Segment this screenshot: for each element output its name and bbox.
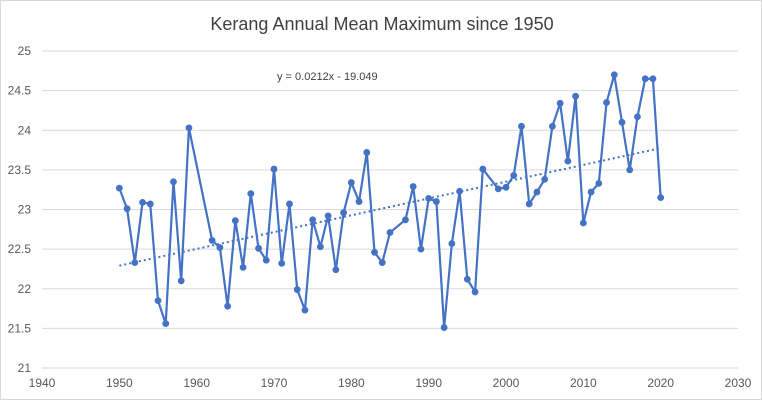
data-point [216, 244, 224, 251]
x-tick-label: 1960 [183, 376, 210, 390]
data-point [641, 75, 649, 83]
y-tick-label: 25 [18, 44, 32, 58]
data-point [162, 320, 170, 328]
y-tick-label: 21.5 [8, 321, 32, 335]
data-point [231, 217, 239, 224]
x-tick-label: 2010 [570, 376, 597, 390]
trendline-path [119, 147, 661, 267]
data-point [541, 175, 549, 183]
data-point [510, 172, 518, 179]
data-point [610, 71, 618, 79]
data-point [224, 302, 232, 310]
data-point [525, 200, 533, 208]
trendline-equation: y = 0.0212x - 19.049 [277, 71, 378, 83]
data-point [533, 188, 541, 196]
data-point [363, 149, 371, 156]
data-point [208, 237, 216, 244]
data-point [556, 99, 564, 107]
data-point [494, 185, 502, 193]
y-tick-label: 24.5 [8, 84, 32, 98]
data-point [154, 297, 162, 305]
data-point [378, 259, 386, 266]
data-point [146, 200, 154, 208]
x-tick-label: 1950 [106, 376, 133, 390]
data-point [502, 183, 510, 191]
data-point [409, 183, 417, 190]
data-point [262, 256, 270, 264]
y-tick-label: 24 [18, 123, 32, 137]
data-point [123, 205, 131, 213]
data-point [448, 240, 456, 247]
data-point [649, 75, 657, 83]
data-point [463, 275, 471, 283]
data-point [317, 243, 324, 251]
data-point [309, 216, 317, 224]
data-point [564, 157, 572, 165]
y-tick-label: 22 [18, 282, 32, 296]
data-point [456, 187, 463, 195]
gridlines [42, 50, 738, 369]
data-point [170, 178, 177, 186]
x-tick-label: 2030 [725, 376, 752, 390]
data-point [634, 113, 641, 121]
data-point [371, 248, 378, 256]
x-tick-label: 1940 [29, 376, 56, 390]
data-point [115, 184, 123, 192]
data-point [270, 165, 278, 173]
data-point [139, 198, 146, 206]
data-point [479, 165, 487, 173]
data-point [440, 324, 448, 331]
x-tick-label: 2000 [493, 376, 520, 390]
y-tick-label: 23 [18, 203, 32, 217]
x-tick-label: 1970 [261, 376, 288, 390]
x-tick-label: 2020 [647, 376, 674, 390]
data-point [595, 179, 603, 187]
data-series [115, 71, 665, 331]
data-point [386, 229, 394, 236]
data-point [355, 198, 363, 205]
data-point [618, 118, 626, 126]
y-tick-label: 22.5 [8, 242, 32, 256]
data-point [286, 200, 293, 208]
data-point [332, 266, 340, 274]
data-point [185, 124, 193, 132]
data-point [301, 306, 309, 314]
data-point [347, 179, 355, 186]
data-point [626, 166, 634, 174]
y-tick-label: 23.5 [8, 163, 32, 177]
data-point [340, 209, 347, 217]
data-point [603, 99, 610, 106]
data-point [433, 198, 440, 205]
data-point [177, 277, 185, 285]
data-point [247, 190, 255, 198]
data-point [255, 244, 262, 252]
x-tick-label: 1990 [415, 376, 442, 390]
x-tick-label: 1980 [338, 376, 365, 390]
y-tick-label: 21 [18, 361, 32, 375]
axes: 21 21.5 22 22.5 23 23.5 24 24.5 25 1940 1950 1960 19… [8, 44, 752, 390]
data-point [587, 188, 595, 196]
data-point [549, 122, 556, 130]
data-point [417, 245, 425, 253]
data-point [572, 92, 579, 100]
series-line [118, 73, 662, 329]
data-point [657, 194, 665, 202]
data-point [239, 263, 247, 271]
data-point [278, 259, 286, 267]
data-point [293, 286, 301, 293]
chart-title: Kerang Annual Mean Maximum since 1950 [210, 14, 553, 34]
data-point [402, 216, 409, 224]
data-point [324, 212, 332, 220]
data-point [518, 122, 525, 130]
trendline [119, 147, 661, 267]
data-point [131, 259, 139, 266]
data-point [579, 219, 587, 227]
data-point [425, 195, 433, 202]
data-point [471, 288, 479, 296]
